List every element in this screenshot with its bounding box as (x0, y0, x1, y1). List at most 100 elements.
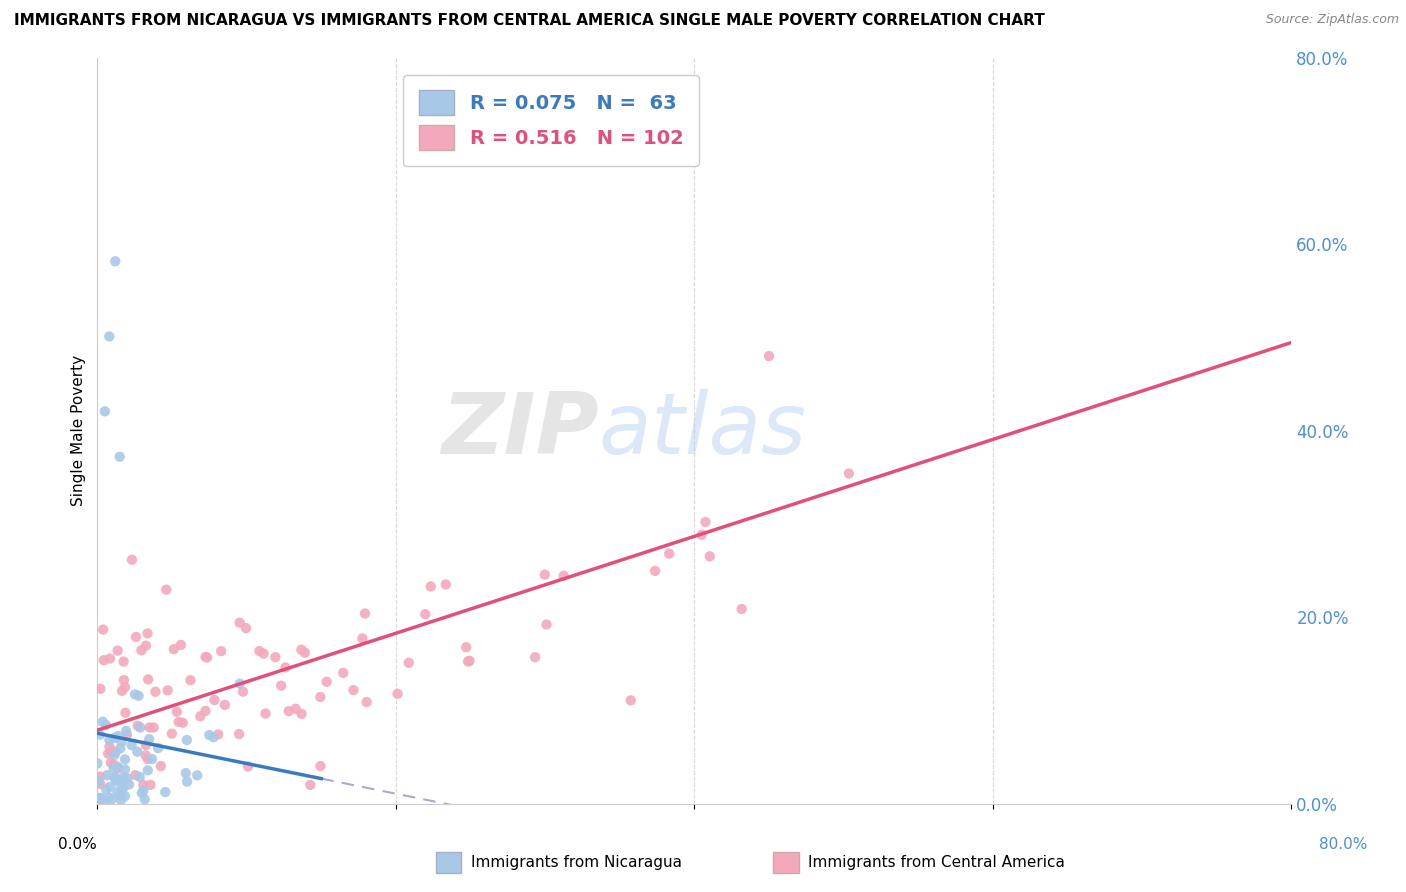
Point (356, 695, 378, 709)
Point (413, 607, 436, 622)
Point (115, 723, 138, 738)
Point (274, 660, 297, 674)
Point (354, 607, 377, 621)
Text: 0.0%: 0.0% (58, 838, 97, 852)
Point (690, 528, 713, 542)
Point (96, 768, 118, 782)
Point (186, 768, 208, 782)
Text: 80.0%: 80.0% (1319, 838, 1367, 852)
Point (155, 785, 177, 799)
Point (104, 254, 127, 268)
Point (553, 568, 575, 582)
Point (136, 752, 159, 766)
Point (202, 730, 225, 744)
Point (94, 404, 117, 418)
Point (134, 792, 156, 806)
Point (167, 714, 190, 729)
Point (172, 715, 194, 730)
Point (294, 646, 316, 660)
Point (104, 771, 127, 785)
Point (115, 771, 138, 785)
Point (98, 733, 121, 747)
Point (98, 780, 121, 794)
Point (86, 756, 108, 771)
Point (160, 726, 183, 740)
Point (136, 673, 159, 687)
Point (198, 728, 221, 742)
Point (315, 674, 337, 689)
Point (110, 735, 132, 749)
Point (135, 639, 157, 653)
Point (236, 759, 259, 773)
Point (254, 706, 277, 721)
Point (91, 714, 114, 729)
Point (114, 752, 136, 766)
Point (188, 709, 211, 723)
Point (103, 761, 125, 775)
Point (658, 547, 681, 561)
Point (270, 679, 292, 693)
Point (124, 768, 146, 782)
Point (96, 782, 118, 797)
Point (135, 738, 157, 752)
Point (654, 125, 676, 139)
Point (138, 721, 160, 735)
Point (107, 729, 129, 743)
Point (100, 756, 122, 770)
Point (98, 739, 121, 754)
Point (121, 552, 143, 566)
Point (146, 741, 169, 756)
Point (352, 632, 374, 646)
Point (94, 718, 117, 732)
Point (101, 745, 124, 759)
Point (838, 467, 860, 481)
Point (98, 329, 121, 343)
Point (87, 774, 110, 789)
Point (135, 748, 157, 763)
Text: Immigrants from Central America: Immigrants from Central America (808, 855, 1066, 870)
Point (127, 719, 149, 733)
Point (112, 771, 135, 785)
Point (166, 705, 188, 719)
Point (124, 687, 146, 701)
Point (209, 644, 232, 658)
Point (309, 759, 332, 773)
Point (103, 757, 125, 772)
Point (100, 745, 122, 759)
Point (141, 752, 163, 766)
Point (534, 567, 557, 582)
Point (332, 665, 354, 680)
Point (536, 617, 558, 632)
Point (155, 582, 177, 597)
Point (100, 793, 122, 807)
Point (89, 769, 111, 783)
Point (108, 450, 131, 464)
Point (110, 741, 132, 756)
Point (195, 650, 218, 665)
Point (115, 728, 138, 742)
Point (194, 650, 217, 665)
Text: IMMIGRANTS FROM NICARAGUA VS IMMIGRANTS FROM CENTRAL AMERICA SINGLE MALE POVERTY: IMMIGRANTS FROM NICARAGUA VS IMMIGRANTS … (14, 13, 1045, 29)
Point (110, 793, 132, 807)
Point (235, 621, 257, 635)
Point (758, 349, 780, 363)
Point (299, 778, 322, 792)
Point (277, 704, 299, 718)
Point (387, 687, 409, 701)
Point (111, 782, 134, 797)
Point (419, 579, 441, 593)
Point (695, 515, 717, 529)
Point (142, 721, 165, 735)
Point (114, 763, 136, 777)
Point (252, 647, 274, 661)
Point (204, 693, 226, 707)
Point (132, 783, 155, 797)
Point (699, 549, 721, 564)
Text: Source: ZipAtlas.com: Source: ZipAtlas.com (1265, 13, 1399, 27)
Point (457, 655, 479, 669)
Point (456, 640, 478, 655)
Point (214, 698, 236, 712)
Point (94, 794, 117, 808)
Point (163, 642, 186, 657)
Legend: R = 0.075   N =  63, R = 0.516   N = 102: R = 0.075 N = 63, R = 0.516 N = 102 (404, 75, 699, 166)
